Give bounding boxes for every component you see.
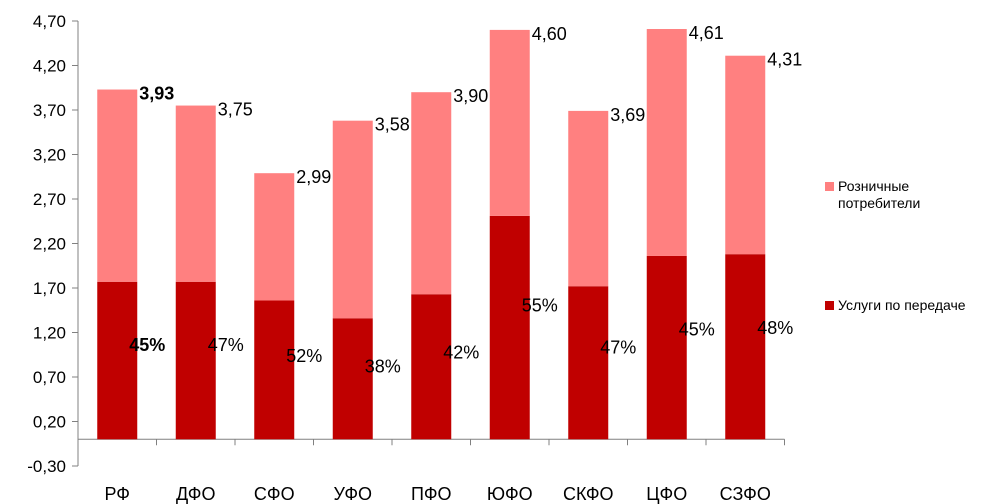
share-percent-label: 52% xyxy=(286,346,322,366)
share-percent-label: 38% xyxy=(365,357,401,377)
y-tick-label: 1,20 xyxy=(33,324,66,343)
share-percent-label: 55% xyxy=(522,295,558,315)
legend-swatch xyxy=(825,182,834,191)
bar-segment-retail xyxy=(411,92,452,295)
bar-segment-retail xyxy=(332,120,373,319)
bar-segment-retail xyxy=(568,110,609,287)
bar-segment-transmission xyxy=(411,294,452,440)
x-category-label: СКФО xyxy=(563,484,614,504)
bar-segment-transmission xyxy=(254,300,295,440)
total-value-label: 3,90 xyxy=(453,86,488,106)
y-tick-label: 2,20 xyxy=(33,235,66,254)
total-value-label: 4,31 xyxy=(767,50,802,70)
y-axis: -0,30 0,20 0,70 1,20 1,70 2,20 2,70 3,20 3,70 4,2… xyxy=(27,12,79,476)
share-percent-label: 47% xyxy=(600,337,636,357)
x-category-label: ЮФО xyxy=(487,484,533,504)
y-tick-label: 3,70 xyxy=(33,101,66,120)
x-category-label: ЦФО xyxy=(646,484,687,504)
bar-segment-transmission xyxy=(332,318,373,440)
y-tick-label: 0,20 xyxy=(33,413,66,432)
bar-segment-transmission xyxy=(175,281,216,440)
data-labels: 3,93 45% 3,75 47% 2,99 52% 3,58 38% 3,90 42% 4,60 5… xyxy=(129,23,802,377)
legend-swatch xyxy=(825,301,834,310)
x-category-label: РФ xyxy=(105,484,131,504)
share-percent-label: 45% xyxy=(129,335,165,355)
y-tick-label: 0,70 xyxy=(33,368,66,387)
bar-segment-transmission xyxy=(568,286,609,440)
bar-segment-transmission xyxy=(646,255,687,440)
x-category-label: СЗФО xyxy=(720,484,771,504)
x-axis: РФ ДФО СФО УФО ПФО ЮФО СКФО ЦФО СЗФО xyxy=(77,438,785,504)
bar-segment-retail xyxy=(725,55,766,255)
y-tick-label: 3,20 xyxy=(33,146,66,165)
x-category-label: СФО xyxy=(254,484,295,504)
bar-segment-transmission xyxy=(97,281,138,440)
bar-segment-retail xyxy=(254,173,295,301)
y-tick-label: 4,20 xyxy=(33,57,66,76)
y-tick-label: -0,30 xyxy=(27,457,66,476)
bar-segment-transmission xyxy=(725,254,766,440)
total-value-label: 4,61 xyxy=(689,23,724,43)
total-value-label: 3,75 xyxy=(218,100,253,120)
legend-label: Розничные потребители xyxy=(838,178,920,211)
bars xyxy=(97,29,766,440)
x-category-label: ПФО xyxy=(411,484,452,504)
bar-segment-retail xyxy=(646,29,687,256)
y-tick-label: 1,70 xyxy=(33,279,66,298)
bar-segment-retail xyxy=(97,89,138,282)
x-category-label: ДФО xyxy=(176,484,215,504)
legend: Розничные потребители Услуги по передаче xyxy=(825,178,966,313)
y-tick-label: 4,70 xyxy=(33,12,66,31)
x-category-label: УФО xyxy=(333,484,372,504)
bar-segment-retail xyxy=(175,105,216,282)
bar-segment-transmission xyxy=(489,215,530,440)
total-value-label: 2,99 xyxy=(296,167,331,187)
total-value-label: 3,93 xyxy=(139,84,174,104)
y-tick-label: 2,70 xyxy=(33,190,66,209)
bar-segment-retail xyxy=(489,29,530,216)
total-value-label: 4,60 xyxy=(532,24,567,44)
share-percent-label: 42% xyxy=(443,342,479,362)
legend-label: Услуги по передаче xyxy=(838,297,966,313)
total-value-label: 3,69 xyxy=(610,105,645,125)
share-percent-label: 47% xyxy=(208,335,244,355)
share-percent-label: 45% xyxy=(679,319,715,339)
share-percent-label: 48% xyxy=(757,318,793,338)
total-value-label: 3,58 xyxy=(375,115,410,135)
